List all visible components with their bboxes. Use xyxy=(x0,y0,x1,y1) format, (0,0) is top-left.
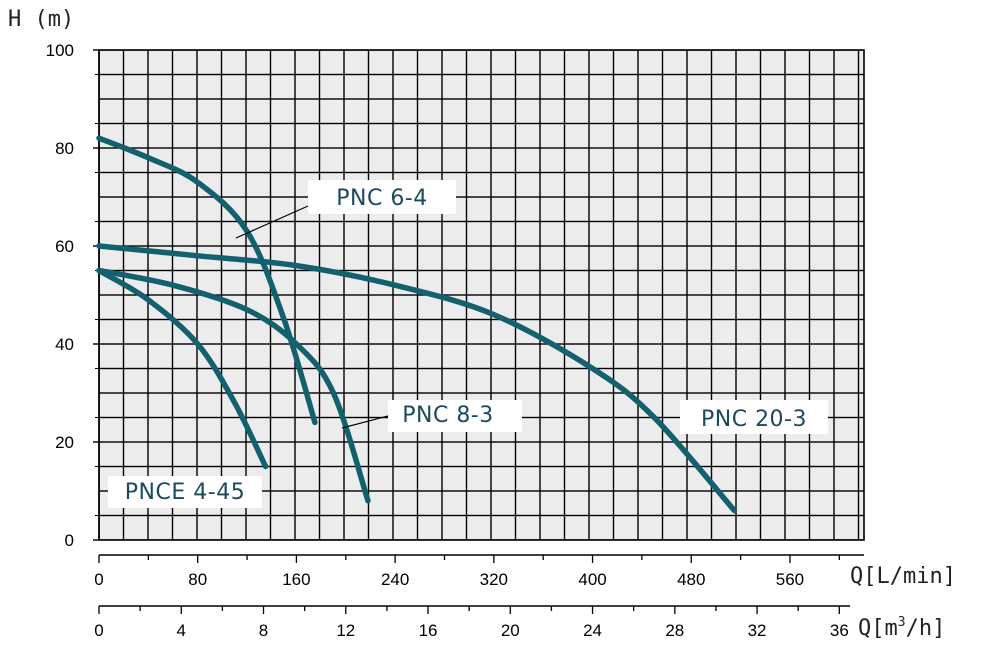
y-tick-label: 60 xyxy=(55,237,74,256)
series-line-pnce-4-45 xyxy=(96,267,269,470)
x2-tick-label: 12 xyxy=(336,621,355,640)
x-tick-label: 160 xyxy=(282,570,310,589)
x2-tick-label: 4 xyxy=(177,621,186,640)
leader-line-pnc-6-4 xyxy=(235,205,309,239)
x2-tick-label: 20 xyxy=(501,621,520,640)
y-tick-label: 20 xyxy=(55,433,74,452)
label-box-pnc-8-3 xyxy=(388,400,522,432)
series-line-pnc-6-4 xyxy=(96,135,318,426)
x2-tick-label: 28 xyxy=(665,621,684,640)
x-axis-label: Q[L/min] xyxy=(850,564,956,589)
series-line-pnc-20-3 xyxy=(96,243,738,514)
plot-area xyxy=(98,49,865,541)
x2-tick-label: 32 xyxy=(748,621,767,640)
x-tick-label: 0 xyxy=(94,570,103,589)
x2-tick-label: 24 xyxy=(583,621,602,640)
label-box-pnce-4-45 xyxy=(108,476,262,508)
series-label-pnc-6-4: PNC 6-4 xyxy=(336,186,428,211)
series-label-pnce-4-45: PNCE 4-45 xyxy=(125,480,245,505)
series-line-pnc-8-3 xyxy=(96,267,371,504)
label-box-pnc-6-4 xyxy=(308,180,456,214)
label-box-pnc-20-3 xyxy=(680,400,828,434)
series-lines xyxy=(96,135,738,514)
x-tick-label: 80 xyxy=(188,570,207,589)
y-tick-label: 0 xyxy=(65,531,74,550)
axes xyxy=(93,49,864,614)
series-label-pnc-8-3: PNC 8-3 xyxy=(402,403,494,428)
x-tick-label: 240 xyxy=(381,570,409,589)
x2-tick-label: 0 xyxy=(94,621,103,640)
x-tick-label: 480 xyxy=(677,570,705,589)
x2-tick-label: 8 xyxy=(259,621,268,640)
x2-tick-label: 16 xyxy=(419,621,438,640)
tick-labels: 0 20 40 60 80 100 0 80 160 240 320 400 480 560 0 4 8 12 16… xyxy=(46,41,849,640)
x2-tick-label: 36 xyxy=(830,621,849,640)
leader-line-pnc-8-3 xyxy=(341,415,389,429)
y-tick-label: 40 xyxy=(55,335,74,354)
grid xyxy=(98,49,865,541)
y-tick-label: 80 xyxy=(55,139,74,158)
x-tick-label: 400 xyxy=(578,570,606,589)
x-axis-label-secondary: Q[m3/h] xyxy=(858,615,945,641)
y-tick-label: 100 xyxy=(46,41,74,60)
y-axis-label: H (m) xyxy=(8,7,74,32)
series-labels: PNC 6-4 PNC 20-3 PNC 8-3 PNCE 4-45 xyxy=(108,180,828,508)
series-label-pnc-20-3: PNC 20-3 xyxy=(701,407,807,432)
x-tick-label: 560 xyxy=(776,570,804,589)
x-tick-label: 320 xyxy=(480,570,508,589)
